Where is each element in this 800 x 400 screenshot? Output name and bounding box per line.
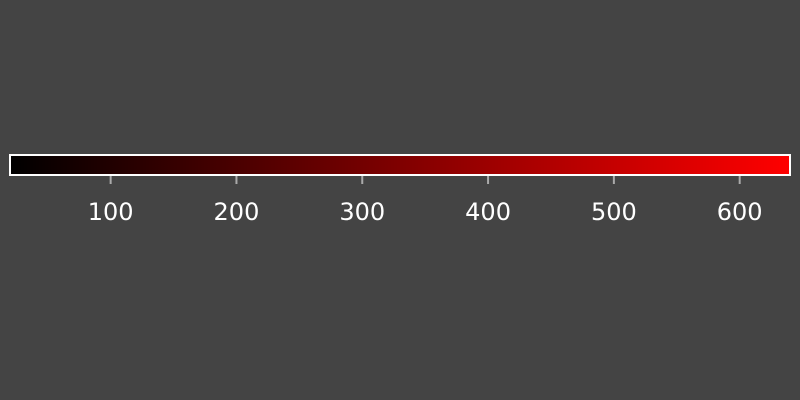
- colorbar-tick-label: 400: [465, 198, 511, 226]
- colorbar-tick-label: 300: [339, 198, 385, 226]
- colorbar-tick-label: 100: [88, 198, 134, 226]
- colorbar-tick-label: 500: [591, 198, 637, 226]
- colorbar-gradient-bar: [9, 154, 791, 176]
- colorbar-tick-label: 200: [214, 198, 260, 226]
- colorbar-ticks: 100 200 300 400 500 600: [88, 176, 763, 226]
- colorbar-tick-label: 600: [717, 198, 763, 226]
